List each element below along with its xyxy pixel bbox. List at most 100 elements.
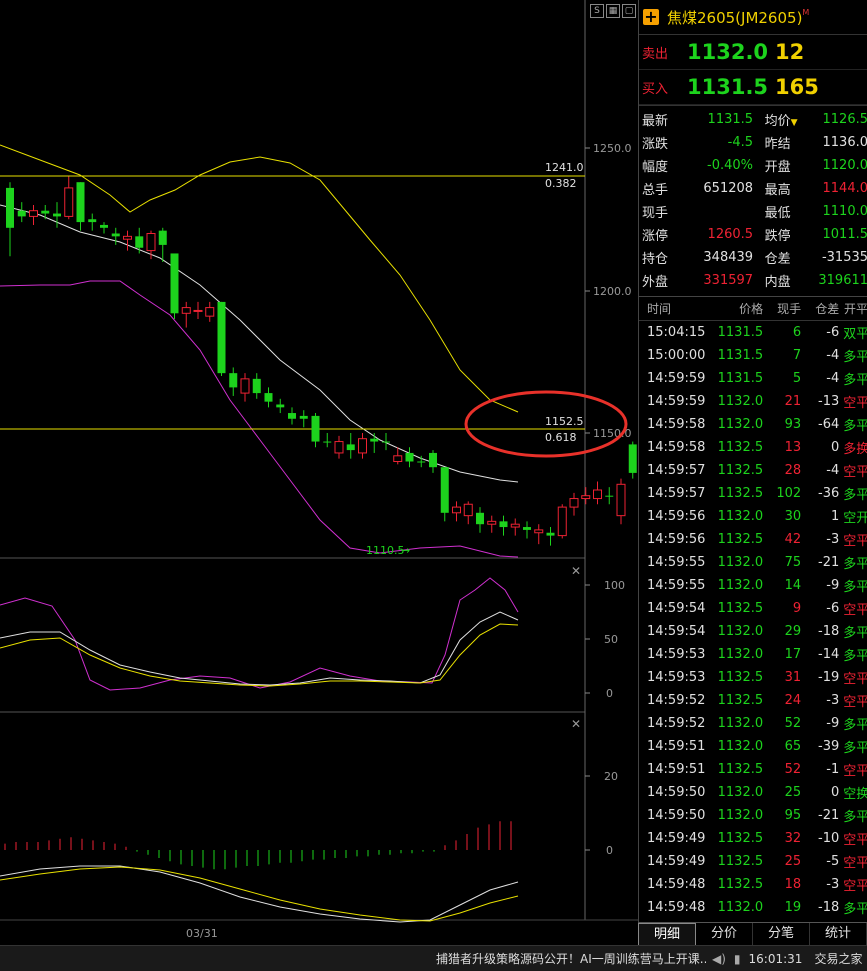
plus-icon[interactable]: + (643, 7, 659, 26)
candle-body (299, 415, 308, 419)
tick-type: 多平 (843, 810, 867, 825)
tick-row[interactable]: 14:59:57 1132.5 28 -4 空平 (639, 459, 867, 482)
ask-volume: 12 (775, 40, 805, 64)
status-bar: 捕猎者升级策略源码公开！AI一周训练营马上开课... ◀) ▮ 16:01:31… (0, 945, 867, 971)
tick-volume: 52 (784, 716, 802, 731)
candle-body (323, 441, 332, 443)
tick-row[interactable]: 15:04:15 1131.5 6 -6 双平 (639, 321, 867, 344)
s-button-icon[interactable]: S (590, 4, 604, 18)
tick-row[interactable]: 14:59:51 1132.0 65 -39 多平 (639, 735, 867, 758)
tick-row[interactable]: 14:59:48 1132.5 18 -3 空平 (639, 873, 867, 896)
tick-price: 1132.5 (717, 693, 764, 708)
highlight-ellipse (464, 390, 628, 458)
tick-row[interactable]: 14:59:52 1132.5 24 -3 空平 (639, 689, 867, 712)
tick-row[interactable]: 14:59:56 1132.0 30 1 空开 (639, 505, 867, 528)
tab-price-distribution[interactable]: 分价 (696, 923, 753, 946)
tick-row[interactable]: 14:59:49 1132.5 32 -10 空平 (639, 827, 867, 850)
candle-body (510, 523, 520, 528)
tick-oi-change: -21 (818, 808, 840, 823)
candle-body (616, 483, 626, 517)
tick-oi-change: -4 (826, 348, 840, 363)
window-controls[interactable]: S ▦ ▢ (590, 4, 636, 18)
tick-row[interactable]: 14:59:53 1132.5 31 -19 空平 (639, 666, 867, 689)
tick-row[interactable]: 14:59:59 1131.5 5 -4 多平 (639, 367, 867, 390)
stat-value: 348439 (703, 250, 754, 265)
speaker-icon[interactable]: ◀) (712, 951, 726, 966)
tick-oi-change: 1 (830, 509, 840, 524)
tick-row[interactable]: 14:59:55 1132.0 14 -9 多平 (639, 574, 867, 597)
chart-area[interactable]: 1241.0 0.382 1152.5 0.618 1250.0 1200.0 … (0, 0, 661, 945)
tick-type: 多平 (843, 741, 867, 756)
candle-body (123, 235, 132, 240)
tick-row[interactable]: 14:59:59 1132.0 21 -13 空平 (639, 390, 867, 413)
column-header: 价格 (739, 302, 764, 316)
tick-type: 空开 (843, 511, 867, 526)
tick-row[interactable]: 14:59:58 1132.0 93 -64 多平 (639, 413, 867, 436)
bid-volume: 165 (775, 75, 819, 99)
candle-body (288, 413, 296, 419)
tick-row[interactable]: 14:59:57 1132.5 102 -36 多平 (639, 482, 867, 505)
tick-type: 双平 (843, 327, 867, 342)
tick-volume: 25 (784, 785, 802, 800)
tick-row[interactable]: 14:59:56 1132.5 42 -3 空平 (639, 528, 867, 551)
tab-tick[interactable]: 分笔 (753, 923, 810, 946)
tick-row[interactable]: 14:59:58 1132.5 13 0 多换 (639, 436, 867, 459)
stat-row: 外盘 331597 内盘 319611 (639, 269, 867, 292)
tick-oi-change: -4 (826, 463, 840, 478)
boll-upper-line (0, 144, 519, 413)
stats-table: 最新 1131.5 均价▼ 1126.5 涨跌 -4.5 昨结 1136.0 幅度 -0.40% 开… (639, 105, 867, 292)
detail-tabs[interactable]: 明细 分价 分笔 统计 (638, 922, 867, 946)
candle-body (358, 438, 367, 454)
grid-icon[interactable]: ▦ (606, 4, 620, 18)
tick-row[interactable]: 14:59:50 1132.0 95 -21 多平 (639, 804, 867, 827)
tick-type: 多平 (843, 649, 867, 664)
candle-body (252, 378, 261, 394)
tick-oi-change: -4 (826, 371, 840, 386)
candle-body (17, 210, 26, 217)
tick-row[interactable]: 14:59:53 1132.0 17 -14 多平 (639, 643, 867, 666)
ask-price: 1132.0 (687, 40, 769, 64)
tick-row[interactable]: 14:59:52 1132.0 52 -9 多平 (639, 712, 867, 735)
tick-price: 1132.5 (717, 463, 764, 478)
tab-detail[interactable]: 明细 (638, 923, 696, 946)
tick-type: 多平 (843, 488, 867, 503)
stat-value: 331597 (703, 273, 754, 288)
tick-volume: 14 (784, 578, 802, 593)
ask-row[interactable]: 卖出 1132.0 12 (639, 35, 867, 70)
tick-volume: 17 (784, 647, 802, 662)
tick-table[interactable]: 15:04:15 1131.5 6 -6 双平 15:00:00 1131.5 7 -4 多平 14… (639, 321, 867, 919)
tick-volume: 65 (784, 739, 802, 754)
kline-chart[interactable]: 1241.0 0.382 1152.5 0.618 1250.0 1200.0 … (0, 0, 661, 945)
tick-row[interactable]: 14:59:49 1132.5 25 -5 空平 (639, 850, 867, 873)
boll-mid-line (0, 204, 519, 483)
close-window-icon[interactable]: ▢ (622, 4, 636, 18)
bid-row[interactable]: 买入 1131.5 165 (639, 70, 867, 105)
tick-time: 14:59:50 (647, 808, 706, 823)
tick-volume: 19 (784, 900, 802, 915)
tick-price: 1132.0 (717, 716, 764, 731)
tick-row[interactable]: 14:59:55 1132.0 75 -21 多平 (639, 551, 867, 574)
tick-row[interactable]: 14:59:48 1132.0 19 -18 多平 (639, 896, 867, 919)
tick-price: 1132.0 (717, 647, 764, 662)
tick-oi-change: -14 (818, 647, 840, 662)
dropdown-arrow-icon[interactable]: ▼ (790, 118, 798, 128)
tick-oi-change: -3 (826, 693, 840, 708)
brand-label: 交易之家 (814, 952, 863, 966)
tick-time: 14:59:52 (647, 716, 706, 731)
close-icon[interactable]: ✕ (571, 564, 581, 578)
close-icon[interactable]: ✕ (571, 717, 581, 731)
stat-label: 涨停 (642, 229, 669, 244)
stat-value: 651208 (703, 181, 754, 196)
tick-row[interactable]: 15:00:00 1131.5 7 -4 多平 (639, 344, 867, 367)
macd-dif-line (0, 865, 519, 923)
tick-row[interactable]: 14:59:54 1132.0 29 -18 多平 (639, 620, 867, 643)
news-ticker[interactable]: 捕猎者升级策略源码公开！AI一周训练营马上开课... (436, 952, 706, 966)
tab-statistics[interactable]: 统计 (810, 923, 867, 946)
tick-type: 空平 (843, 879, 867, 894)
tick-row[interactable]: 14:59:51 1132.5 52 -1 空平 (639, 758, 867, 781)
tick-price: 1132.0 (717, 509, 764, 524)
tick-row[interactable]: 14:59:54 1132.5 9 -6 空平 (639, 597, 867, 620)
tick-oi-change: -13 (818, 394, 840, 409)
tick-row[interactable]: 14:59:50 1132.0 25 0 空换 (639, 781, 867, 804)
column-header: 时间 (647, 302, 672, 316)
